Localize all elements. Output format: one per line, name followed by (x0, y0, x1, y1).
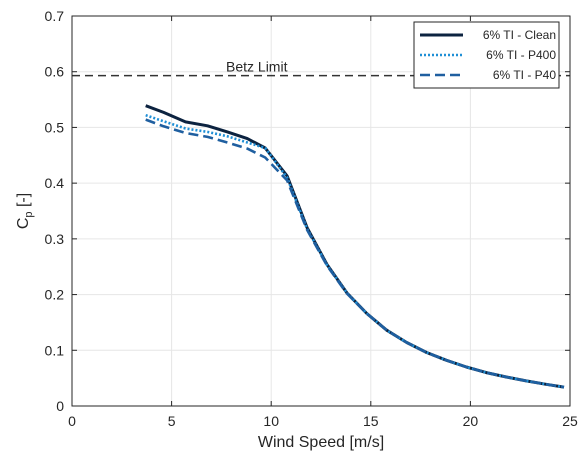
x-tick-label: 20 (463, 413, 479, 429)
y-tick-label: 0.1 (45, 342, 65, 358)
y-tick-label: 0.3 (45, 231, 65, 247)
x-axis-label: Wind Speed [m/s] (258, 434, 384, 451)
x-tick-label: 0 (68, 413, 76, 429)
y-axis-label-subscript: p (23, 211, 35, 217)
y-axis-label: Cp [-] (15, 193, 35, 229)
y-tick-label: 0.7 (45, 8, 65, 24)
plot-frame (71, 15, 571, 407)
y-tick-label: 0.4 (45, 175, 65, 191)
legend-label-1: 6% TI - Clean (483, 28, 556, 42)
legend-label-2: 6% TI - P400 (486, 48, 556, 62)
legend-box (413, 21, 560, 89)
legend: 6% TI - Clean 6% TI - P400 6% TI - P40 (413, 21, 560, 89)
x-tick-label: 5 (168, 413, 176, 429)
series-line-3 (145, 118, 565, 389)
y-tick-label: 0.6 (45, 64, 65, 80)
y-tick-label: 0.2 (45, 287, 65, 303)
y-tick-labels: 0 0.1 0.2 0.3 0.4 0.5 0.6 0.7 (45, 8, 65, 414)
y-axis-label-main: C (15, 218, 32, 230)
x-tick-labels: 0 5 10 15 20 25 (68, 413, 578, 429)
legend-label-3: 6% TI - P40 (493, 68, 556, 82)
series-lines (145, 104, 565, 389)
y-tick-label: 0 (56, 398, 64, 414)
y-tick-label: 0.5 (45, 119, 65, 135)
x-tick-label: 15 (363, 413, 379, 429)
y-axis-label-unit: [-] (15, 193, 32, 212)
x-tick-label: 10 (263, 413, 279, 429)
axis-ticks (71, 15, 571, 407)
betz-limit-label: Betz Limit (226, 59, 288, 75)
x-tick-label: 25 (562, 413, 578, 429)
